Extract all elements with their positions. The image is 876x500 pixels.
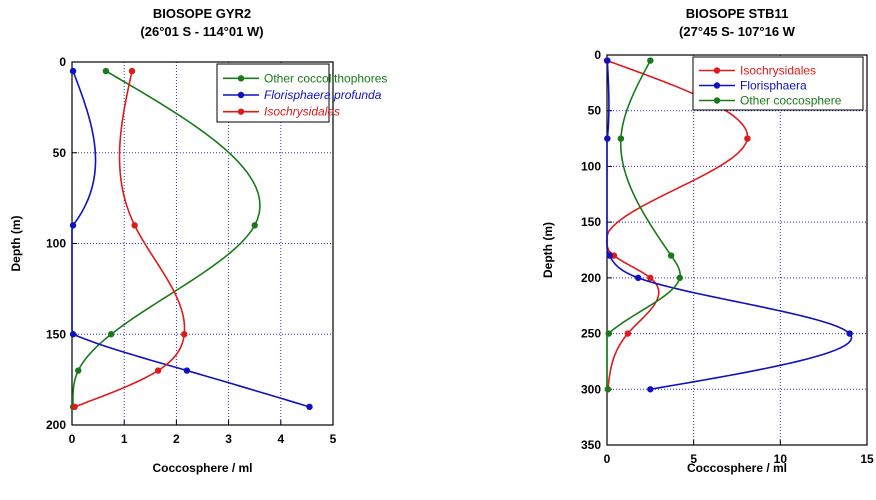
- y-axis-label: Depth (m): [541, 222, 555, 278]
- y-tick-label: 50: [53, 146, 67, 160]
- x-axis-label: Coccosphere / ml: [687, 461, 787, 475]
- legend-entry-label: Florisphaera: [740, 79, 807, 93]
- series-line: [606, 60, 681, 390]
- data-point: [624, 330, 631, 337]
- legend: Other coccolithophores Florisphaera profu…: [216, 63, 387, 123]
- data-point: [75, 367, 82, 374]
- chart-subtitle: (26°01 S - 114°01 W): [140, 24, 263, 39]
- y-tick-label: 100: [581, 159, 601, 173]
- data-point: [846, 330, 853, 337]
- data-point: [69, 331, 77, 338]
- chart-stb11: BIOSOPE STB11(27°45 S- 107°16 W0 5 10 15050…: [541, 6, 874, 475]
- series-2: [604, 57, 683, 393]
- legend-entry-label: Other coccolithophores: [264, 71, 387, 85]
- x-tick-label: 1: [121, 432, 128, 446]
- x-axis-label: Coccosphere / ml: [152, 461, 252, 475]
- legend-entry-label: Isochrysidales: [740, 64, 816, 78]
- data-point: [69, 67, 77, 75]
- chart-title: BIOSOPE STB11: [686, 6, 789, 21]
- y-tick-label: 0: [594, 48, 601, 62]
- y-axis-label: Depth (m): [9, 216, 23, 272]
- data-point: [107, 331, 115, 338]
- legend-swatch-marker: [237, 91, 245, 99]
- data-point: [647, 57, 654, 64]
- series-line: [74, 70, 186, 408]
- legend-swatch-marker: [237, 75, 245, 82]
- series-line: [606, 59, 749, 390]
- x-tick-label: 4: [277, 432, 284, 446]
- data-point: [617, 135, 625, 142]
- legend-box: [216, 63, 330, 123]
- y-tick-label: 250: [581, 327, 601, 341]
- legend-entry-label: Other coccosphere: [740, 94, 842, 108]
- data-point: [647, 274, 654, 282]
- data-point: [181, 331, 188, 338]
- y-tick-label: 50: [588, 104, 602, 118]
- data-point: [667, 252, 675, 259]
- chart-gyr2: BIOSOPE GYR2(26°01 S - 114°01 W)0 1 2 3 4 505…: [9, 6, 387, 475]
- legend-entry-label: Florisphaera profunda: [264, 88, 382, 102]
- data-point: [606, 252, 613, 259]
- y-tick-label: 350: [581, 438, 601, 452]
- data-point: [154, 367, 162, 374]
- data-point: [183, 367, 191, 374]
- data-point: [604, 135, 611, 142]
- x-tick-label: 0: [69, 432, 76, 446]
- data-point: [71, 403, 78, 411]
- x-tick-label: 3: [225, 432, 232, 446]
- series-1: [604, 57, 853, 393]
- series-2: [71, 67, 188, 411]
- y-tick-label: 300: [581, 382, 601, 396]
- chart-subtitle: (27°45 S- 107°16 W: [679, 24, 796, 39]
- y-tick-label: 0: [59, 55, 66, 69]
- data-point: [676, 274, 683, 282]
- data-point: [604, 57, 611, 64]
- x-tick-label: 5: [330, 432, 337, 446]
- data-point: [131, 222, 138, 229]
- x-tick-label: 0: [604, 452, 611, 466]
- x-tick-label: 15: [860, 452, 874, 466]
- data-point: [306, 403, 313, 411]
- data-point: [744, 135, 751, 142]
- data-point: [604, 386, 612, 393]
- x-tick-label: 5: [690, 452, 697, 466]
- data-point: [251, 222, 258, 229]
- y-tick-label: 200: [581, 271, 601, 285]
- data-point: [102, 67, 110, 75]
- series-1: [69, 67, 313, 411]
- legend-entry-label: Isochrysidales: [264, 105, 340, 119]
- data-point: [69, 222, 77, 229]
- data-point: [605, 330, 612, 337]
- data-point: [635, 274, 642, 282]
- series-line: [606, 60, 853, 391]
- legend-swatch-marker: [237, 108, 245, 115]
- plot-frame: [606, 54, 868, 446]
- y-tick-label: 200: [46, 418, 66, 432]
- x-tick-label: 2: [173, 432, 180, 446]
- y-tick-label: 150: [581, 215, 601, 229]
- legend-swatch-marker: [713, 97, 721, 104]
- x-tick-label: 10: [774, 452, 788, 466]
- legend-swatch-marker: [713, 82, 721, 89]
- legend-swatch-marker: [713, 67, 721, 74]
- data-point: [647, 386, 654, 393]
- data-point: [128, 67, 136, 75]
- y-tick-label: 150: [46, 327, 66, 341]
- y-tick-label: 100: [46, 237, 66, 251]
- chart-title: BIOSOPE GYR2: [153, 6, 251, 21]
